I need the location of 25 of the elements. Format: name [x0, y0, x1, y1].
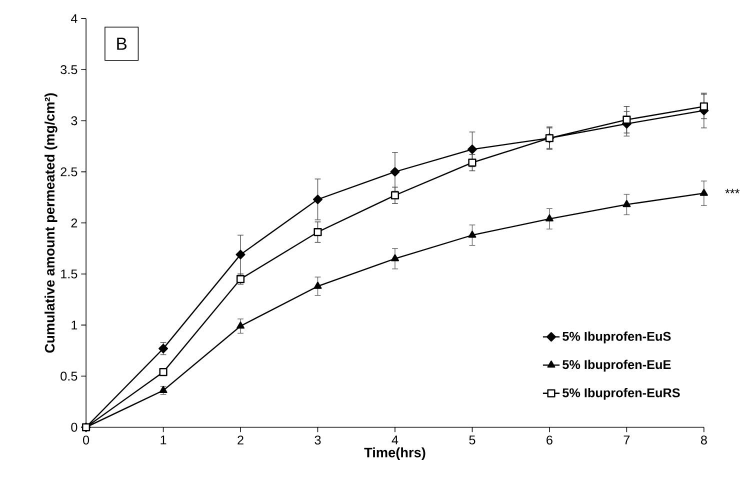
y-tick-label: 3: [71, 116, 78, 126]
x-tick-label: 8: [700, 436, 707, 445]
x-tick-label: 6: [546, 436, 552, 445]
y-tick-label: 3.5: [60, 65, 78, 74]
x-tick-label: 5: [469, 436, 476, 444]
y-tick-label: 0: [71, 422, 78, 432]
legend-label: 5% Ibuprofen-EuRS: [562, 388, 680, 400]
x-tick-label: 1: [160, 436, 166, 444]
x-tick-label: 3: [314, 436, 321, 445]
y-tick-label: 2.5: [60, 167, 78, 176]
legend-label: 5% Ibuprofen-EuE: [562, 360, 671, 372]
x-axis-title: Time(hrs): [364, 447, 426, 460]
x-tick-label: 2: [238, 436, 244, 444]
x-tick-label: 0: [83, 436, 90, 445]
annotation: ***: [725, 188, 740, 194]
annotation: B: [117, 38, 127, 50]
y-tick-label: 0.5: [60, 372, 78, 381]
y-tick-label: 1: [72, 320, 78, 330]
x-tick-label: 7: [624, 436, 630, 444]
legend-label: 5% Ibuprofen-EuS: [562, 332, 671, 344]
y-tick-label: 1.5: [61, 270, 78, 278]
y-tick-label: 4: [70, 14, 78, 23]
y-tick-label: 2: [71, 218, 78, 228]
x-tick-label: 4: [392, 436, 398, 444]
y-axis-title: Cumulative amount permeated (mg/cm²): [44, 93, 58, 353]
